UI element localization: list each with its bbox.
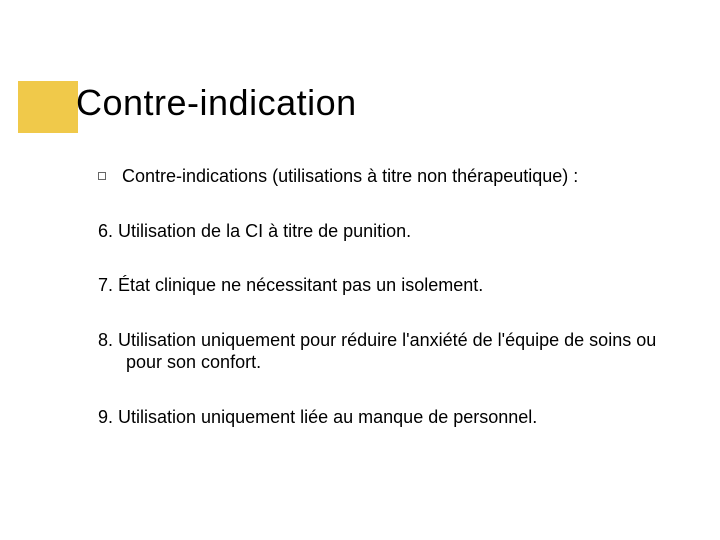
intro-text: Contre-indications (utilisations à titre… <box>122 165 578 188</box>
title-accent-bar <box>18 81 78 133</box>
list-item: 8. Utilisation uniquement pour réduire l… <box>98 329 658 374</box>
list-item: 9. Utilisation uniquement liée au manque… <box>98 406 658 429</box>
content-area: Contre-indications (utilisations à titre… <box>98 165 658 428</box>
page-title: Contre-indication <box>76 82 357 124</box>
list-item: 7. État clinique ne nécessitant pas un i… <box>98 274 658 297</box>
square-bullet-icon <box>98 172 106 180</box>
intro-bullet-row: Contre-indications (utilisations à titre… <box>98 165 658 188</box>
list-item: 6. Utilisation de la CI à titre de punit… <box>98 220 658 243</box>
